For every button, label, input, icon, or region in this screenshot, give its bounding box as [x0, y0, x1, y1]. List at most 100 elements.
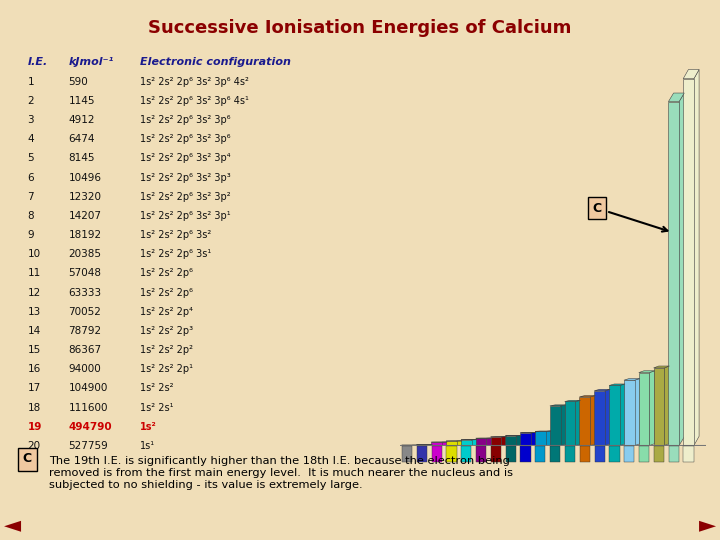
- Text: 12: 12: [27, 287, 40, 298]
- Polygon shape: [546, 431, 551, 445]
- Text: 494790: 494790: [68, 422, 112, 432]
- Bar: [654, 446, 664, 462]
- Bar: [446, 441, 456, 445]
- Text: 1s² 2s² 2p⁶: 1s² 2s² 2p⁶: [140, 287, 194, 298]
- Bar: [669, 446, 679, 462]
- Polygon shape: [472, 440, 477, 445]
- Bar: [476, 438, 487, 446]
- Text: 1s² 2s² 2p⁶ 3s² 3p⁴: 1s² 2s² 2p⁶ 3s² 3p⁴: [140, 153, 231, 164]
- Bar: [535, 431, 546, 446]
- Polygon shape: [624, 379, 640, 380]
- Text: 11: 11: [27, 268, 40, 279]
- Text: The 19th I.E. is significantly higher than the 18th I.E. because the electron be: The 19th I.E. is significantly higher th…: [49, 456, 513, 489]
- Bar: [402, 446, 412, 462]
- Bar: [417, 446, 427, 462]
- Text: 1s² 2s²: 1s² 2s²: [140, 383, 174, 394]
- Text: 18: 18: [27, 402, 40, 413]
- Text: 17: 17: [27, 383, 40, 394]
- Bar: [565, 446, 575, 462]
- Bar: [491, 446, 501, 462]
- Polygon shape: [442, 442, 447, 446]
- Bar: [446, 446, 456, 462]
- Text: 1s² 2s² 2p³: 1s² 2s² 2p³: [140, 326, 194, 336]
- Text: 1: 1: [27, 77, 34, 87]
- Text: ◄: ◄: [4, 515, 22, 535]
- Bar: [683, 446, 693, 462]
- Text: 6: 6: [27, 173, 34, 183]
- Bar: [550, 406, 561, 445]
- Bar: [639, 373, 649, 446]
- Text: 1s² 2s² 2p⁶ 3s¹: 1s² 2s² 2p⁶ 3s¹: [140, 249, 212, 259]
- Text: 4: 4: [27, 134, 34, 144]
- Bar: [580, 397, 590, 445]
- Polygon shape: [590, 396, 595, 446]
- Bar: [609, 386, 620, 446]
- Text: 5: 5: [27, 153, 34, 164]
- Text: 1s² 2s² 2p⁶ 3s² 3p⁶: 1s² 2s² 2p⁶ 3s² 3p⁶: [140, 115, 231, 125]
- Polygon shape: [427, 444, 432, 445]
- Text: 590: 590: [68, 77, 88, 87]
- Polygon shape: [649, 371, 654, 446]
- Polygon shape: [561, 405, 566, 446]
- Bar: [535, 446, 546, 462]
- Bar: [505, 436, 516, 446]
- Text: 2: 2: [27, 96, 34, 106]
- Text: C: C: [593, 201, 667, 232]
- Text: 70052: 70052: [68, 307, 102, 317]
- Polygon shape: [564, 400, 580, 401]
- Bar: [654, 368, 665, 445]
- Text: 14207: 14207: [68, 211, 102, 221]
- Polygon shape: [654, 366, 670, 368]
- Bar: [476, 446, 486, 462]
- Bar: [431, 446, 441, 462]
- Polygon shape: [634, 379, 640, 445]
- Polygon shape: [456, 441, 462, 446]
- Text: 1s² 2s² 2p¹: 1s² 2s² 2p¹: [140, 364, 194, 374]
- Polygon shape: [550, 405, 566, 406]
- Polygon shape: [668, 93, 684, 102]
- Text: 1145: 1145: [68, 96, 95, 106]
- Text: 86367: 86367: [68, 345, 102, 355]
- Text: I.E.: I.E.: [27, 57, 48, 67]
- Text: Successive Ionisation Energies of Calcium: Successive Ionisation Energies of Calciu…: [148, 19, 572, 37]
- Text: 1s² 2s² 2p⁶ 3s²: 1s² 2s² 2p⁶ 3s²: [140, 230, 212, 240]
- Text: 15: 15: [27, 345, 40, 355]
- Bar: [416, 445, 427, 446]
- Text: ►: ►: [698, 515, 716, 535]
- Bar: [550, 446, 560, 462]
- Text: 16: 16: [27, 364, 40, 374]
- Polygon shape: [501, 437, 506, 445]
- Text: Electronic configuration: Electronic configuration: [140, 57, 292, 67]
- Text: 1s² 2s² 2p⁴: 1s² 2s² 2p⁴: [140, 307, 194, 317]
- Polygon shape: [594, 389, 610, 391]
- Bar: [564, 401, 575, 445]
- Polygon shape: [620, 384, 625, 446]
- Polygon shape: [665, 366, 670, 445]
- Text: 4912: 4912: [68, 115, 95, 125]
- Polygon shape: [516, 435, 521, 445]
- Text: 3: 3: [27, 115, 34, 125]
- Polygon shape: [605, 389, 610, 445]
- Bar: [609, 446, 619, 462]
- Text: 19: 19: [27, 422, 42, 432]
- Bar: [490, 437, 501, 445]
- Text: 6474: 6474: [68, 134, 95, 144]
- Bar: [594, 391, 605, 446]
- Text: 1s²: 1s²: [140, 422, 157, 432]
- Text: 1s² 2s² 2p⁶ 3s² 3p²: 1s² 2s² 2p⁶ 3s² 3p²: [140, 192, 231, 202]
- Bar: [624, 446, 634, 462]
- Text: 12320: 12320: [68, 192, 102, 202]
- Text: 1s¹: 1s¹: [140, 441, 156, 451]
- Bar: [461, 440, 472, 445]
- Polygon shape: [575, 400, 580, 445]
- Bar: [462, 446, 472, 462]
- Bar: [580, 446, 590, 462]
- Text: 57048: 57048: [68, 268, 102, 279]
- Polygon shape: [694, 70, 699, 446]
- Polygon shape: [609, 384, 625, 386]
- Bar: [683, 79, 694, 445]
- Text: 10: 10: [27, 249, 40, 259]
- Bar: [639, 446, 649, 462]
- Bar: [431, 442, 442, 446]
- Text: 94000: 94000: [68, 364, 101, 374]
